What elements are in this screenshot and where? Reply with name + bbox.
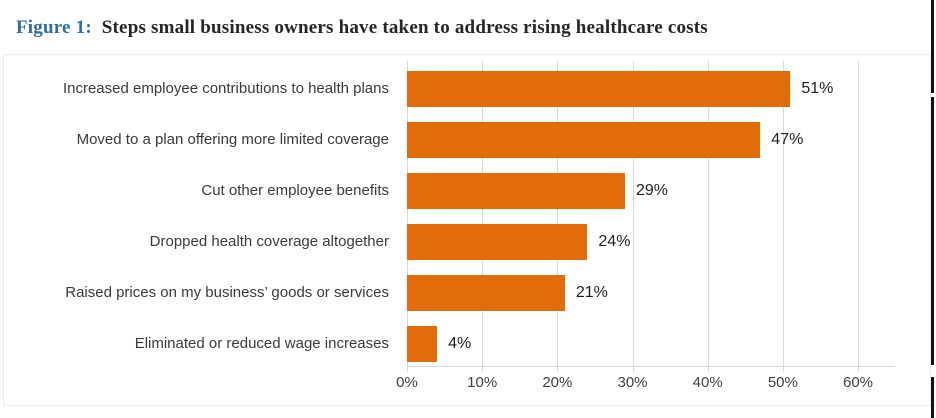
x-axis-tick-label: 20% bbox=[542, 374, 573, 391]
category-label: Increased employee contributions to heal… bbox=[62, 80, 389, 97]
bar-51% bbox=[407, 71, 791, 107]
bar-21% bbox=[407, 275, 565, 311]
x-axis-tick-label: 40% bbox=[692, 374, 723, 391]
value-label: 21% bbox=[575, 284, 608, 301]
value-label: 24% bbox=[598, 233, 631, 250]
gridline-60% bbox=[858, 61, 860, 366]
bar-row: Dropped health coverage altogether 24% bbox=[4, 224, 930, 260]
value-label: 51% bbox=[801, 80, 834, 97]
tick-mark-10% bbox=[482, 367, 484, 372]
value-label: 29% bbox=[635, 182, 669, 199]
figure-title-main: Steps small business owners have taken t… bbox=[101, 17, 708, 38]
chart-frame: 0% 10% 20% 30% 40% 50% 60% Increased employee c… bbox=[3, 54, 931, 406]
bar-row: Raised prices on my business’ goods or s… bbox=[4, 275, 930, 311]
tick-mark-20% bbox=[557, 367, 559, 372]
bar-row: Moved to a plan offering more limited co… bbox=[4, 122, 930, 158]
bar-4% bbox=[407, 326, 438, 362]
page-edge-line-bottom bbox=[931, 377, 934, 418]
tick-mark-0% bbox=[407, 367, 408, 372]
bar-row: Eliminated or reduced wage increases 4% bbox=[4, 326, 930, 362]
gridline-30% bbox=[632, 61, 634, 366]
tick-mark-40% bbox=[707, 367, 709, 372]
x-axis-tick-label: 30% bbox=[617, 374, 648, 391]
page-edge-line-middle bbox=[931, 97, 934, 365]
tick-mark-30% bbox=[632, 367, 634, 372]
bar-47% bbox=[407, 122, 761, 158]
page-edge-line-top bbox=[931, 0, 934, 93]
bar-row: Increased employee contributions to heal… bbox=[4, 71, 930, 107]
category-label: Cut other employee benefits bbox=[201, 182, 389, 199]
x-axis-tick-label: 0% bbox=[396, 374, 418, 391]
tick-mark-60% bbox=[858, 367, 860, 372]
bar-29% bbox=[407, 173, 625, 209]
gridline-10% bbox=[482, 61, 484, 366]
tick-mark-50% bbox=[782, 367, 784, 372]
gridline-0% bbox=[407, 61, 408, 366]
category-label: Raised prices on my business’ goods or s… bbox=[65, 284, 389, 301]
bar-chart-plot-area: 0% 10% 20% 30% 40% 50% 60% Increased employee c… bbox=[4, 55, 930, 405]
figure-number-label: Figure 1: bbox=[16, 17, 92, 38]
figure-title: Figure 1: Steps small business owners ha… bbox=[16, 16, 896, 40]
x-axis-tick-label: 60% bbox=[843, 374, 874, 391]
x-axis-tick-label: 10% bbox=[467, 374, 498, 391]
category-label: Dropped health coverage altogether bbox=[149, 233, 389, 250]
gridline-50% bbox=[782, 61, 784, 366]
value-label: 4% bbox=[448, 335, 472, 352]
x-axis-tick-label: 50% bbox=[767, 374, 798, 391]
x-axis-line bbox=[407, 366, 895, 367]
bar-row: Cut other employee benefits 29% bbox=[4, 173, 930, 209]
gridline-20% bbox=[557, 61, 559, 366]
category-label: Eliminated or reduced wage increases bbox=[134, 335, 389, 352]
bar-24% bbox=[407, 224, 588, 260]
value-label: 47% bbox=[771, 131, 804, 148]
category-label: Moved to a plan offering more limited co… bbox=[76, 131, 389, 148]
gridline-40% bbox=[707, 61, 709, 366]
